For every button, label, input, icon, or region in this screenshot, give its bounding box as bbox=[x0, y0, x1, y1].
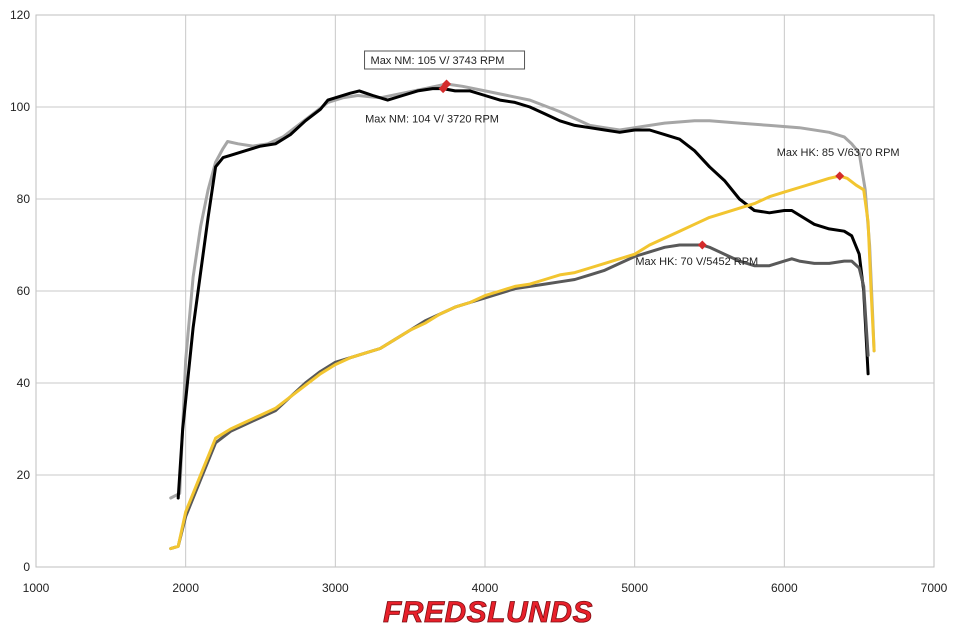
annotation-label: Max NM: 105 V/ 3743 RPM bbox=[371, 55, 505, 67]
series-lines bbox=[169, 82, 876, 551]
annotation-box bbox=[364, 50, 526, 70]
x-tick-label: 2000 bbox=[172, 581, 199, 595]
y-tick-label: 40 bbox=[17, 376, 31, 390]
x-tick-label: 7000 bbox=[921, 581, 948, 595]
y-axis-ticks: 0 20 40 60 80 100 120 bbox=[10, 8, 30, 574]
x-tick-label: 1000 bbox=[23, 581, 50, 595]
series-line-torque-gray bbox=[169, 82, 876, 500]
y-tick-label: 100 bbox=[10, 100, 30, 114]
y-tick-label: 80 bbox=[17, 192, 31, 206]
annotation-label: Max HK: 85 V/6370 RPM bbox=[777, 147, 900, 159]
peak-markers bbox=[438, 79, 845, 250]
peak-marker bbox=[697, 240, 707, 250]
annotation-label: Max HK: 70 V/5452 RPM bbox=[635, 256, 758, 268]
peak-marker bbox=[438, 84, 448, 94]
peak-marker bbox=[835, 171, 845, 181]
y-tick-label: 60 bbox=[17, 284, 31, 298]
annotations: Max NM: 105 V/ 3743 RPM Max NM: 104 V/ 37… bbox=[364, 50, 900, 268]
x-tick-label: 4000 bbox=[472, 581, 499, 595]
y-tick-label: 20 bbox=[17, 468, 31, 482]
logo-text: FREDSLUNDS bbox=[383, 596, 593, 629]
y-tick-label: 0 bbox=[23, 560, 30, 574]
y-tick-label: 120 bbox=[10, 8, 30, 22]
annotation-label: Max NM: 104 V/ 3720 RPM bbox=[365, 114, 499, 126]
x-axis-ticks: 1000 2000 3000 4000 5000 6000 7000 bbox=[23, 581, 948, 595]
x-tick-label: 6000 bbox=[771, 581, 798, 595]
series-line-torque-black bbox=[176, 87, 870, 500]
gridlines bbox=[36, 15, 934, 567]
x-tick-label: 3000 bbox=[322, 581, 349, 595]
series-line-power-yellow bbox=[169, 174, 876, 551]
fredslunds-logo: FREDSLUNDS bbox=[383, 596, 593, 629]
x-tick-label: 5000 bbox=[621, 581, 648, 595]
